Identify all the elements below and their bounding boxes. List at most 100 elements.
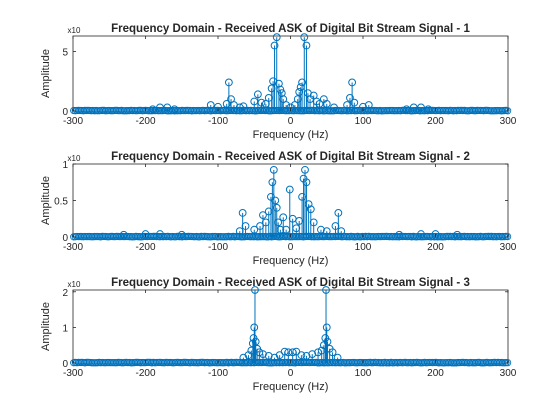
stem-marker	[163, 103, 172, 112]
stem-marker	[250, 323, 259, 332]
stem-marker	[302, 41, 311, 50]
x-axis-label: Frequency (Hz)	[253, 129, 329, 141]
stem-marker	[274, 218, 283, 227]
stem-marker	[322, 323, 331, 332]
stem-marker	[330, 103, 338, 112]
stem-marker	[346, 94, 354, 102]
stem-marker	[292, 347, 301, 356]
stem-marker	[269, 165, 278, 174]
stem-marker	[177, 230, 186, 239]
stem-marker	[337, 227, 346, 236]
y-tick-label: 5	[62, 47, 68, 58]
y-tick-label: 0.5	[54, 197, 68, 208]
stem-marker	[222, 99, 231, 108]
stem-marker	[206, 101, 215, 109]
y-tick-label: 0	[62, 359, 68, 370]
stem-marker	[308, 350, 317, 358]
y-axis-label: Amplitude	[40, 49, 52, 98]
stem-marker	[350, 98, 359, 107]
stem-marker	[253, 90, 262, 99]
x-tick-label: 300	[500, 242, 517, 253]
stem-marker	[348, 78, 357, 87]
stem-marker	[282, 101, 291, 109]
x-tick-label: 200	[427, 116, 444, 127]
peak-stems	[239, 286, 342, 363]
stem-marker	[148, 105, 157, 114]
y-axis-label: Amplitude	[40, 176, 52, 225]
stem-marker	[259, 211, 267, 220]
x-tick-label: -200	[135, 368, 155, 379]
x-axis-label: Frequency (Hz)	[253, 381, 329, 393]
stem-marker	[271, 196, 280, 205]
stem-marker	[250, 225, 259, 234]
subplot-title: Frequency Domain - Received ASK of Digit…	[111, 151, 470, 163]
stem-marker	[156, 230, 164, 238]
stem-marker	[364, 101, 373, 109]
stem-marker	[224, 78, 233, 87]
subplot-title: Frequency Domain - Received ASK of Digit…	[111, 23, 470, 35]
stem-marker	[257, 98, 266, 107]
stem-marker	[453, 230, 462, 239]
stem-marker	[280, 347, 289, 356]
stem-marker	[241, 222, 250, 230]
y-tick-label: 1	[62, 160, 68, 171]
stem-marker	[264, 351, 273, 360]
stem-marker	[119, 230, 128, 239]
stem-marker	[279, 213, 288, 222]
stem-marker	[417, 103, 425, 112]
stem-marker	[333, 353, 342, 362]
x-tick-label: 0	[288, 368, 294, 379]
stem-marker	[317, 225, 325, 234]
stem-marker	[306, 205, 315, 214]
x-tick-label: -100	[208, 242, 228, 253]
stem-marker	[285, 185, 294, 194]
axes-box	[72, 289, 509, 364]
stem-marker	[170, 105, 179, 114]
stem-marker	[298, 78, 307, 87]
stem-marker	[270, 41, 279, 50]
stem-marker	[235, 227, 244, 236]
stem-marker	[268, 178, 277, 187]
stem-marker	[284, 348, 293, 357]
stem-marker	[251, 337, 260, 346]
stem-marker	[276, 85, 285, 94]
y-tick-label: 2	[62, 288, 68, 299]
x-tick-label: -100	[208, 116, 228, 127]
y-tick-label: 0	[62, 233, 68, 244]
x-tick-label: 0	[288, 242, 294, 253]
x-tick-label: 300	[500, 368, 517, 379]
y-exponent-label: x10	[68, 26, 81, 35]
x-axis-label: Frequency (Hz)	[253, 255, 329, 267]
stem-marker	[322, 286, 330, 294]
stem-marker	[395, 230, 404, 239]
stem-marker	[141, 230, 150, 238]
subplot-title: Frequency Domain - Received ASK of Digit…	[111, 277, 470, 289]
x-tick-label: -200	[135, 242, 155, 253]
x-tick-label: 200	[427, 242, 444, 253]
stem-marker	[255, 348, 264, 357]
y-exponent-label: x10	[68, 154, 81, 163]
stem-marker	[431, 230, 440, 238]
x-tick-label: -300	[63, 368, 83, 379]
y-tick-label: 0	[62, 107, 68, 118]
stem-marker	[309, 218, 318, 227]
subplot-1: -300 -200 -100 0 100 200 300 0 5 x10 Frequency Dom…	[40, 23, 517, 141]
stem-marker	[270, 353, 279, 362]
x-tick-label: -300	[63, 242, 83, 253]
x-tick-label: 100	[355, 242, 372, 253]
stem-marker	[272, 203, 281, 212]
stem-marker	[302, 178, 311, 187]
stem-marker	[322, 99, 331, 108]
stem-marker	[334, 209, 343, 217]
stem-marker	[417, 230, 425, 238]
x-tick-label: 100	[355, 116, 372, 127]
stem-marker	[239, 102, 248, 111]
y-tick-label: 1	[62, 323, 68, 334]
stem-marker	[402, 105, 411, 114]
stem-marker	[251, 286, 259, 294]
stem-marker	[297, 351, 306, 360]
x-tick-label: 200	[427, 368, 444, 379]
